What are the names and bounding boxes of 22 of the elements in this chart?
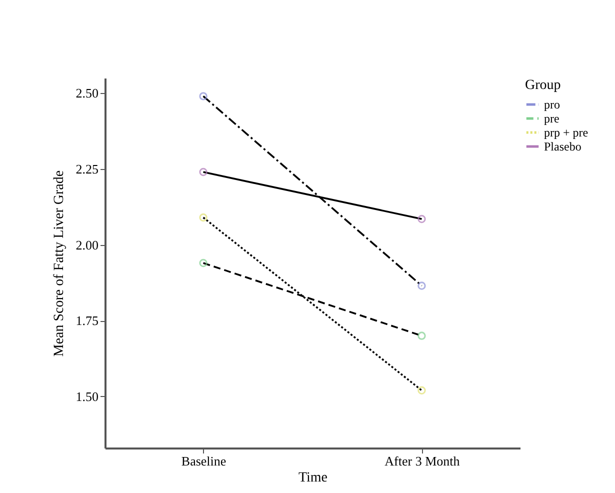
- point: [418, 332, 426, 340]
- point: [199, 92, 208, 100]
- legend-label: Plasebo: [544, 140, 582, 154]
- point: [199, 213, 208, 222]
- legend-label: pre: [544, 112, 560, 126]
- x-tick-label: Baseline: [181, 454, 226, 468]
- y-tick-label: 1.75: [76, 313, 98, 328]
- y-axis-title: Mean Score of Fatty Liver Grade: [52, 170, 67, 357]
- legend-label: pro: [544, 98, 560, 112]
- y-tick-label: 2.00: [76, 237, 98, 252]
- point: [199, 258, 208, 268]
- x-tick-label: After 3 Month: [384, 454, 460, 468]
- point: [199, 168, 208, 176]
- point: [418, 214, 426, 224]
- point: [418, 386, 426, 394]
- y-tick-label: 2.25: [76, 161, 98, 176]
- legend-title: Group: [525, 78, 561, 93]
- y-tick-label: 1.50: [76, 388, 98, 404]
- y-tick-label: 2.50: [76, 86, 98, 101]
- x-axis-title: Time: [298, 470, 328, 486]
- point: [418, 282, 426, 290]
- legend-label: prp + pre: [544, 126, 588, 140]
